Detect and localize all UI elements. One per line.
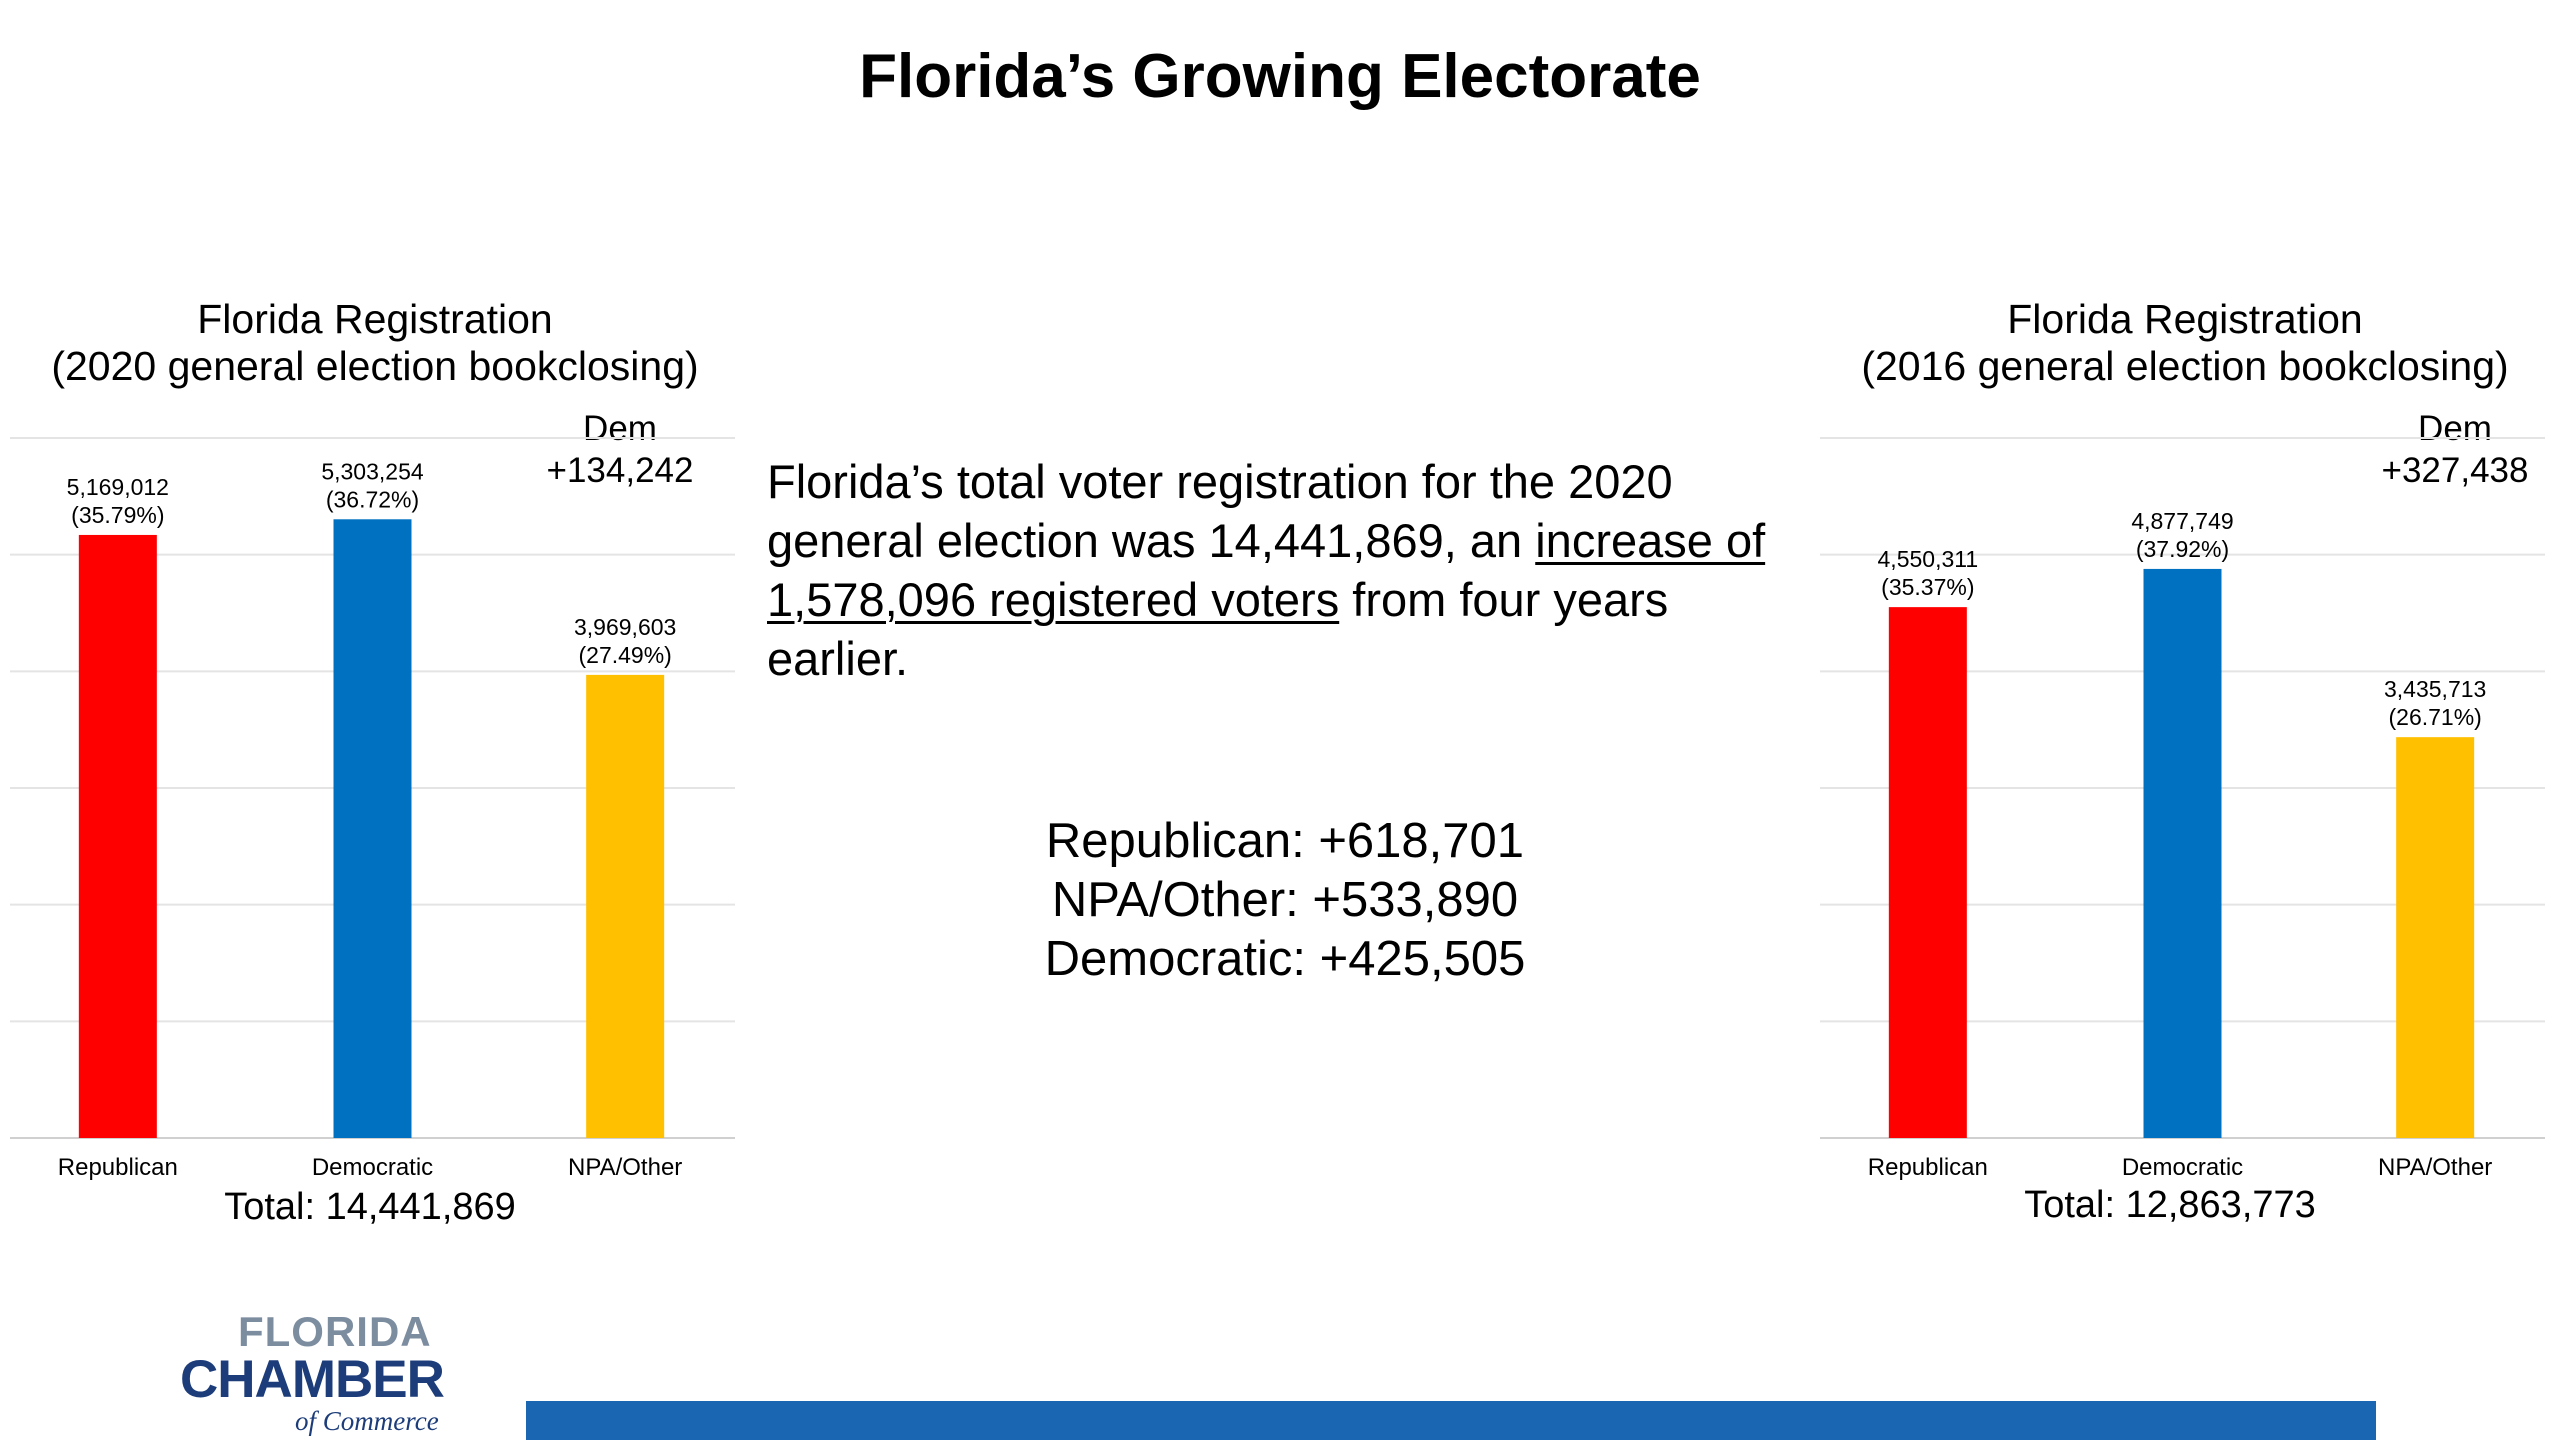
chart-2016-percent-label: (26.71%): [2389, 704, 2482, 730]
summary-underlined: increase of 1,578,096 registered voters: [767, 514, 1766, 626]
chart-2020-category-label: Republican: [58, 1154, 178, 1181]
chart-2016-title-line2: (2016 general election bookclosing): [1861, 343, 2509, 389]
chart-2020-category-label: Democratic: [312, 1154, 433, 1181]
chart-2016-value-label: 3,435,713: [2384, 676, 2486, 702]
chart-2016: 4,550,311(35.37%) Republican 4,877,749(37.…: [1820, 437, 2545, 1181]
chart-2020-bar-republican: [78, 534, 157, 1138]
chart-2016-bar-npa-other: [2396, 737, 2475, 1138]
chart-2020-dem-note: Dem +134,242: [530, 408, 710, 492]
chart-2016-bar-republican: [1888, 607, 1967, 1138]
change-democratic: Democratic: +425,505: [1044, 932, 1526, 986]
chart-2020-note-line1: Dem: [583, 409, 657, 448]
chart-2016-note-line1: Dem: [2418, 409, 2492, 448]
chart-2020-total: Total: 14,441,869: [224, 1186, 516, 1228]
chart-2016-value-label: 4,877,749: [2131, 508, 2233, 534]
chart-2016-category-label: NPA/Other: [2378, 1154, 2492, 1181]
chart-2020-bar-democratic: [333, 519, 412, 1138]
chart-2016-note-line2: +327,438: [2381, 451, 2529, 490]
chart-2016-category-label: Democratic: [2122, 1154, 2243, 1181]
chart-2020-percent-label: (36.72%): [326, 486, 419, 512]
chart-2020-bar-npa-other: [586, 674, 665, 1138]
summary-part2: from four years earlier.: [767, 573, 1669, 685]
chart-2016-dem-note: Dem +327,438: [2365, 408, 2545, 492]
chart-2016-title-line1: Florida Registration: [2007, 296, 2363, 342]
chart-2020-percent-label: (35.79%): [71, 502, 164, 528]
chart-2020-percent-label: (27.49%): [579, 642, 672, 668]
change-republican: Republican: +618,701: [1045, 814, 1525, 868]
chart-2016-title: Florida Registration (2016 general elect…: [1830, 296, 2540, 390]
chart-2020-value-label: 5,303,254: [321, 458, 424, 484]
logo-line2: CHAMBER: [180, 1350, 445, 1409]
footer-bar: [526, 1401, 2376, 1440]
florida-chamber-logo: FLORIDA CHAMBER of Commerce: [180, 1308, 470, 1437]
party-changes: Republican: +618,701 NPA/Other: +533,890…: [900, 812, 1670, 989]
summary-part1: Florida’s total voter registration for t…: [767, 455, 1673, 567]
logo-line3: of Commerce: [295, 1406, 439, 1436]
chart-2016-percent-label: (35.37%): [1881, 574, 1974, 600]
chart-2020-value-label: 3,969,603: [574, 614, 676, 640]
chart-2016-percent-label: (37.92%): [2136, 536, 2229, 562]
change-npa-other: NPA/Other: +533,890: [1051, 873, 1519, 927]
logo-line1: FLORIDA: [238, 1308, 432, 1355]
chart-2020-note-line2: +134,242: [546, 451, 694, 490]
chart-2020-category-label: NPA/Other: [568, 1154, 682, 1181]
slide-title: Florida’s Growing Electorate: [859, 42, 1701, 111]
chart-2016-bar-democratic: [2143, 568, 2222, 1138]
chart-2016-total: Total: 12,863,773: [2024, 1184, 2316, 1226]
chart-2016-category-label: Republican: [1868, 1154, 1988, 1181]
chart-2020-title-line1: Florida Registration: [197, 296, 553, 342]
chart-2020-title-line2: (2020 general election bookclosing): [51, 343, 699, 389]
chart-2020: 5,169,012(35.79%) Republican 5,303,254(36.…: [10, 437, 735, 1181]
summary-text: Florida’s total voter registration for t…: [767, 452, 1807, 688]
chart-2020-value-label: 5,169,012: [67, 474, 169, 500]
chart-2020-title: Florida Registration (2020 general elect…: [20, 296, 730, 390]
chart-2016-value-label: 4,550,311: [1878, 546, 1979, 572]
